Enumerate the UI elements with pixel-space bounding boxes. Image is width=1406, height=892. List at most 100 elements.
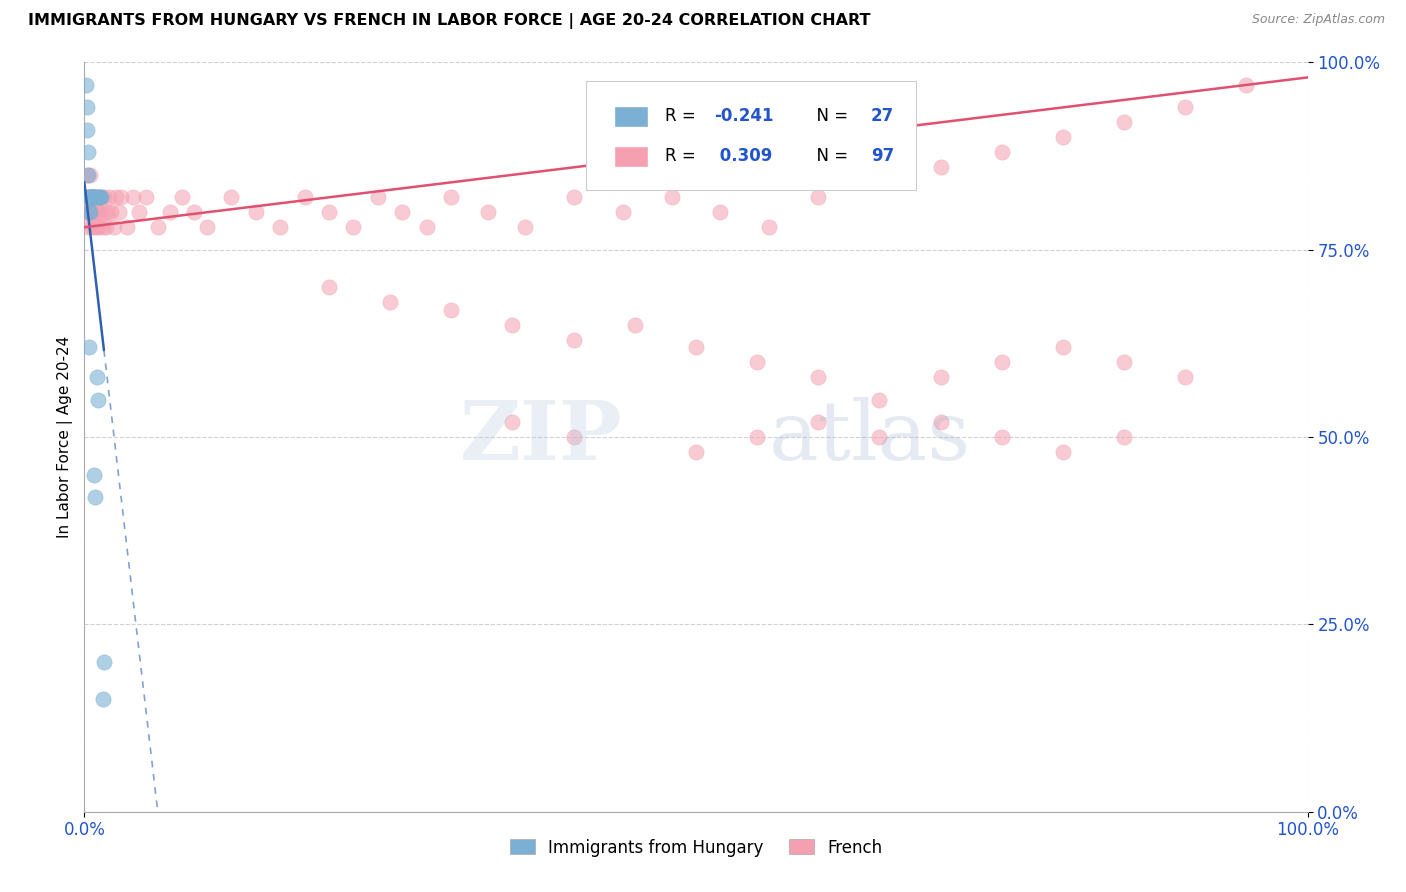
Point [929,370,952,384]
Point [77,205,100,219]
Point [513,220,536,235]
Point [1052,340,1074,354]
Point [87,190,110,204]
Text: atlas: atlas [769,397,972,477]
Point [128,205,150,219]
Point [1174,100,1197,114]
Point [991,145,1014,160]
Point [269,220,291,235]
Point [94,205,117,219]
Point [89,205,111,219]
Point [380,295,402,310]
Point [86,190,108,204]
Bar [614,106,648,127]
Text: R =: R = [665,147,702,165]
Text: 27: 27 [870,107,894,126]
Point [77,205,100,219]
Point [80,190,103,204]
Point [1114,115,1136,129]
Point [440,302,463,317]
Point [87,190,110,204]
Point [1114,430,1136,444]
Point [991,430,1014,444]
Point [685,340,707,354]
Point [83,190,105,204]
Point [929,161,952,175]
Point [89,190,111,204]
Point [75,205,97,219]
Point [76,168,98,182]
Point [502,318,524,332]
Point [77,205,100,219]
Point [1174,370,1197,384]
Point [75,78,97,92]
Bar [614,145,648,167]
Point [84,190,107,204]
Point [87,392,110,407]
Text: N =: N = [806,147,853,165]
Point [1052,445,1074,459]
Point [110,190,132,204]
Point [107,205,129,219]
Text: Source: ZipAtlas.com: Source: ZipAtlas.com [1251,13,1385,27]
Point [83,190,105,204]
Point [869,175,891,189]
Point [86,370,108,384]
Point [87,205,110,219]
Text: 97: 97 [870,147,894,165]
Point [115,220,138,235]
Point [661,190,683,204]
Point [79,190,101,204]
Point [79,205,101,219]
Point [84,490,107,504]
Point [77,220,100,235]
Y-axis label: In Labor Force | Age 20-24: In Labor Force | Age 20-24 [58,336,73,538]
Point [562,190,585,204]
Point [77,340,100,354]
Point [342,220,364,235]
Point [82,205,104,219]
Point [91,220,114,235]
Point [77,190,100,204]
Point [86,220,108,235]
Point [77,190,100,204]
Point [105,190,128,204]
Point [96,220,118,235]
Point [93,190,115,204]
Point [685,445,707,459]
Point [76,100,98,114]
Point [747,355,769,369]
Text: N =: N = [806,107,853,126]
Point [80,190,103,204]
Text: -0.241: -0.241 [714,107,773,126]
Point [294,190,316,204]
Point [391,205,413,219]
Point [807,370,830,384]
Point [502,415,524,429]
Point [183,205,205,219]
Point [79,190,101,204]
Point [83,467,105,482]
Point [1236,78,1258,92]
Point [87,220,110,235]
Point [807,415,830,429]
Point [82,190,104,204]
Point [84,205,107,219]
Point [709,205,731,219]
Point [367,190,389,204]
Point [77,168,100,182]
Point [869,392,891,407]
Point [1052,130,1074,145]
Point [869,430,891,444]
Point [807,190,830,204]
Text: R =: R = [665,107,702,126]
Point [624,318,647,332]
Point [86,190,108,204]
Point [758,220,780,235]
Point [562,333,585,347]
Text: 0.309: 0.309 [714,147,773,165]
Point [91,692,114,706]
Point [76,123,98,137]
Point [103,220,125,235]
Point [97,205,120,219]
